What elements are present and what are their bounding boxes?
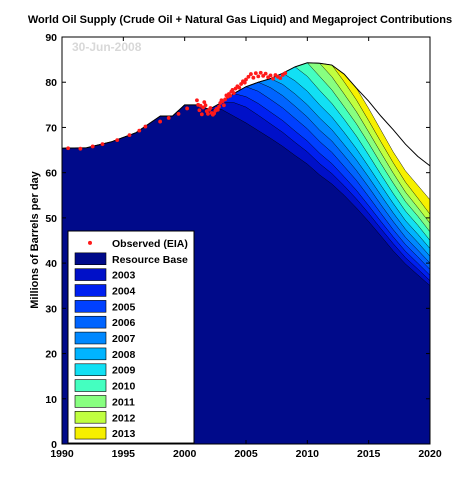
observed-point — [66, 146, 71, 151]
observed-point — [228, 93, 232, 98]
x-tick-label: 1995 — [112, 448, 136, 460]
legend-label: 2003 — [112, 270, 136, 282]
observed-point — [222, 103, 226, 108]
observed-point — [158, 119, 163, 124]
observed-point — [258, 70, 263, 75]
observed-point — [100, 142, 105, 147]
y-axis-label: Millions of Barrels per day — [29, 170, 41, 308]
observed-point — [203, 103, 208, 108]
legend: Observed (EIA) Resource Base 2003 2004 2005 2… — [67, 230, 195, 444]
x-tick-label: 2005 — [234, 448, 258, 460]
legend-swatch — [74, 268, 107, 281]
axes: 1990 1995 2000 2005 2010 2015 2020 0 10 20 30 40 50 6… — [45, 32, 442, 460]
observed-point — [90, 144, 95, 149]
y-tick-label: 70 — [45, 122, 57, 134]
legend-label: 2004 — [112, 285, 136, 297]
legend-observed-label: Observed (EIA) — [112, 238, 188, 250]
observed-point — [127, 133, 132, 138]
y-tick-label: 30 — [45, 303, 57, 315]
observed-point — [256, 74, 261, 79]
legend-label: 2011 — [112, 396, 135, 408]
date-stamp: 30-Jun-2008 — [72, 40, 142, 54]
observed-point — [278, 76, 283, 81]
y-tick-label: 80 — [45, 77, 57, 89]
y-tick-label: 0 — [51, 439, 57, 451]
observed-point — [261, 73, 266, 78]
observed-point — [251, 75, 256, 80]
legend-swatch — [74, 411, 107, 424]
x-tick-label: 2020 — [418, 448, 442, 460]
observed-point — [249, 72, 253, 76]
y-tick-label: 40 — [45, 258, 57, 270]
legend-label: 2008 — [112, 349, 136, 361]
observed-point — [283, 71, 288, 76]
legend-label: 2010 — [112, 381, 136, 393]
x-tick-label: 2000 — [173, 448, 197, 460]
y-tick-label: 10 — [45, 394, 57, 406]
observed-point — [271, 76, 275, 81]
observed-point — [223, 97, 228, 102]
observed-point — [185, 106, 190, 111]
observed-point — [231, 91, 236, 95]
legend-swatch — [74, 395, 107, 408]
legend-swatch — [74, 426, 107, 440]
observed-point — [176, 111, 181, 116]
legend-label: 2006 — [112, 317, 136, 329]
observed-point — [253, 71, 258, 76]
observed-point — [263, 71, 268, 76]
x-tick-label: 1990 — [50, 448, 74, 460]
legend-swatch — [74, 284, 107, 297]
legend-swatch — [74, 300, 107, 313]
y-tick-label: 60 — [45, 168, 57, 180]
observed-point — [115, 138, 120, 143]
observed-point — [137, 128, 142, 133]
legend-swatch — [74, 252, 107, 266]
legend-label: 2009 — [112, 365, 136, 377]
observed-point — [239, 82, 243, 86]
observed-point — [268, 73, 273, 78]
observed-point — [237, 85, 242, 90]
legend-swatch — [74, 347, 107, 361]
observed-point — [199, 112, 204, 117]
legend-observed-marker — [88, 240, 92, 245]
observed-point — [206, 111, 210, 116]
observed-point — [143, 124, 148, 129]
y-tick-label: 20 — [45, 349, 57, 361]
observed-point — [208, 106, 213, 110]
observed-point — [201, 105, 205, 110]
observed-point — [215, 107, 220, 112]
chart-title: World Oil Supply (Crude Oil + Natural Ga… — [28, 14, 452, 26]
legend-swatch — [74, 379, 107, 392]
observed-point — [217, 104, 221, 109]
legend-label: 2005 — [112, 301, 136, 313]
x-tick-label: 2010 — [296, 448, 320, 460]
legend-swatch — [74, 315, 107, 329]
legend-label: 2013 — [112, 428, 136, 440]
legend-swatch — [74, 363, 107, 376]
observed-point — [242, 80, 247, 85]
legend-label: Resource Base — [112, 254, 188, 266]
x-tick-label: 2015 — [357, 448, 381, 460]
y-tick-label: 50 — [45, 213, 57, 225]
top-envelope — [61, 62, 431, 167]
observed-points — [66, 70, 288, 151]
legend-label: 2007 — [112, 333, 136, 345]
legend-swatch — [74, 331, 107, 345]
observed-point — [78, 146, 83, 151]
observed-point — [246, 74, 251, 79]
observed-point — [195, 98, 199, 103]
observed-point — [230, 88, 235, 92]
observed-point — [166, 116, 171, 120]
observed-point — [202, 100, 207, 105]
observed-point — [197, 108, 202, 113]
y-tick-label: 90 — [45, 32, 57, 44]
observed-point — [244, 77, 248, 82]
legend-label: 2012 — [112, 412, 136, 424]
